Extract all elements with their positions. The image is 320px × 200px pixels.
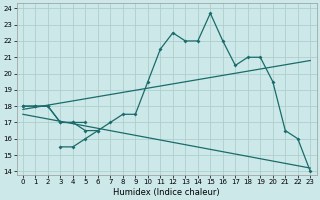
X-axis label: Humidex (Indice chaleur): Humidex (Indice chaleur) (113, 188, 220, 197)
